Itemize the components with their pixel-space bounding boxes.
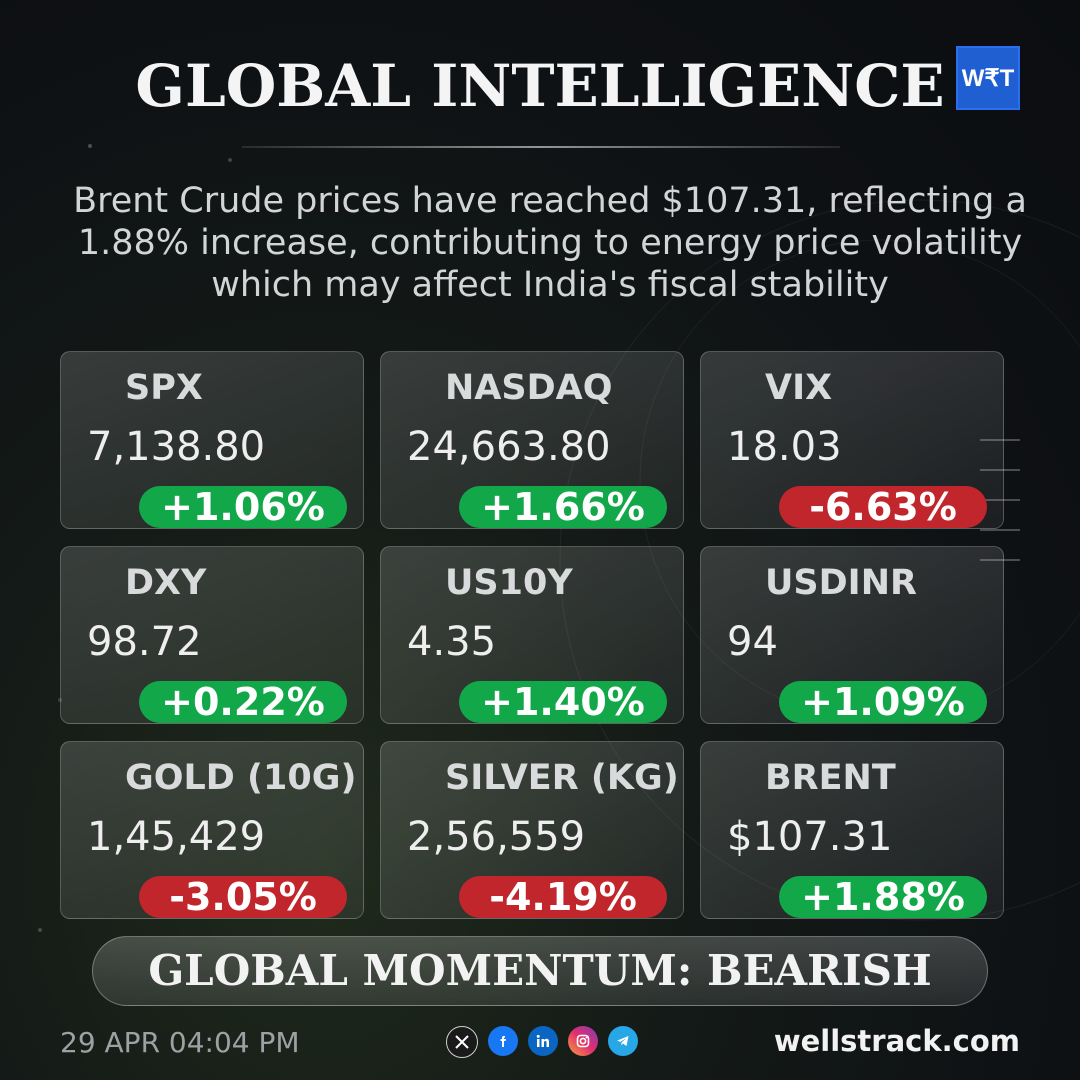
market-card-gold: GOLD (10G) 1,45,429 -3.05% <box>60 741 364 919</box>
instagram-icon[interactable] <box>568 1026 598 1056</box>
card-name: GOLD (10G) <box>125 758 357 798</box>
market-card-brent: BRENT $107.31 +1.88% <box>700 741 1004 919</box>
card-value: 4.35 <box>407 619 497 665</box>
card-name: SILVER (KG) <box>445 758 679 798</box>
market-card-us10y: US10Y 4.35 +1.40% <box>380 546 684 724</box>
market-card-nasdaq: NASDAQ 24,663.80 +1.66% <box>380 351 684 529</box>
change-badge: -6.63% <box>779 486 987 528</box>
market-card-silver: SILVER (KG) 2,56,559 -4.19% <box>380 741 684 919</box>
change-badge: +1.40% <box>459 681 667 723</box>
change-badge: +1.66% <box>459 486 667 528</box>
card-name: US10Y <box>445 563 573 603</box>
card-name: NASDAQ <box>445 368 613 408</box>
card-value: 98.72 <box>87 619 202 665</box>
headline-text: Brent Crude prices have reached $107.31,… <box>73 181 1027 305</box>
timestamp: 29 APR 04:04 PM <box>60 1026 300 1059</box>
change-badge: +1.88% <box>779 876 987 918</box>
change-badge: +1.09% <box>779 681 987 723</box>
card-name: USDINR <box>765 563 917 603</box>
change-badge: +1.06% <box>139 486 347 528</box>
card-value: 1,45,429 <box>87 814 266 860</box>
market-card-dxy: DXY 98.72 +0.22% <box>60 546 364 724</box>
card-value: 24,663.80 <box>407 424 611 470</box>
page-title: GLOBAL INTELLIGENCE <box>135 52 945 120</box>
market-card-vix: VIX 18.03 -6.63% <box>700 351 1004 529</box>
social-links <box>446 1026 638 1058</box>
telegram-icon[interactable] <box>608 1026 638 1056</box>
market-card-spx: SPX 7,138.80 +1.06% <box>60 351 364 529</box>
card-value: 7,138.80 <box>87 424 266 470</box>
card-name: BRENT <box>765 758 896 798</box>
card-name: SPX <box>125 368 203 408</box>
card-value: $107.31 <box>727 814 893 860</box>
change-badge: -3.05% <box>139 876 347 918</box>
card-value: 94 <box>727 619 778 665</box>
change-badge: +0.22% <box>139 681 347 723</box>
card-name: VIX <box>765 368 833 408</box>
card-name: DXY <box>125 563 207 603</box>
linkedin-icon[interactable] <box>528 1026 558 1056</box>
market-card-usdinr: USDINR 94 +1.09% <box>700 546 1004 724</box>
card-value: 18.03 <box>727 424 842 470</box>
website-link[interactable]: wellstrack.com <box>773 1024 1020 1058</box>
brand-logo: W₹T <box>956 46 1020 110</box>
change-badge: -4.19% <box>459 876 667 918</box>
card-value: 2,56,559 <box>407 814 586 860</box>
momentum-banner: GLOBAL MOMENTUM: BEARISH <box>92 936 988 1006</box>
facebook-icon[interactable] <box>488 1026 518 1056</box>
title-divider <box>242 146 840 148</box>
x-icon[interactable] <box>446 1026 478 1058</box>
